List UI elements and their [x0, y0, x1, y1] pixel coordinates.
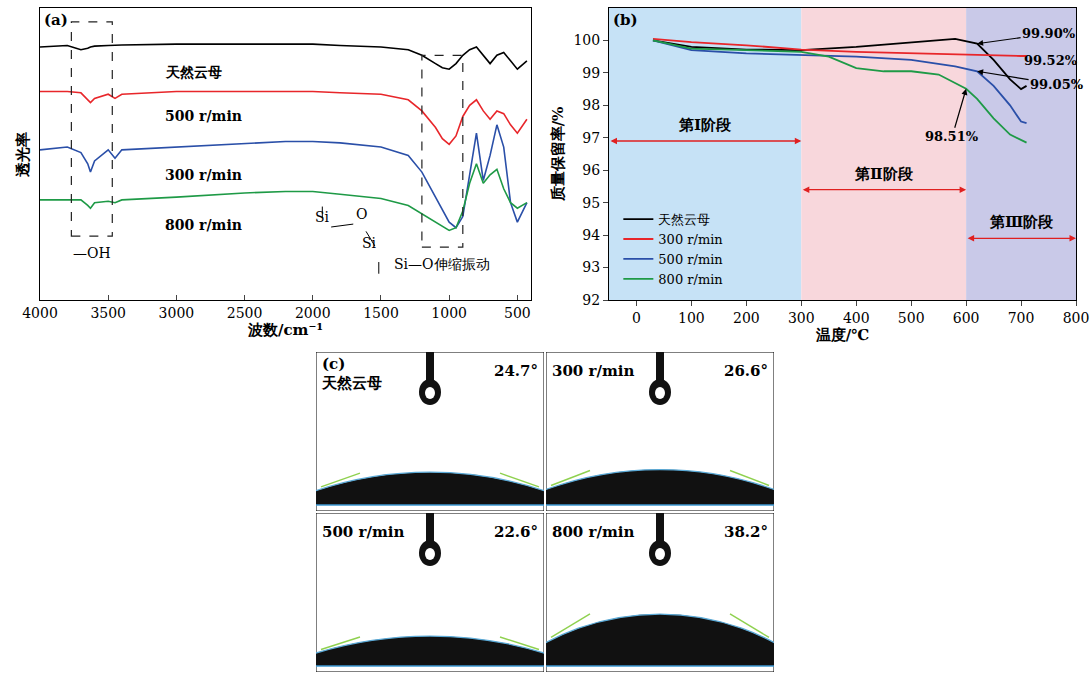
- svg-text:(c): (c): [322, 355, 345, 373]
- svg-text:96: 96: [582, 162, 600, 178]
- svg-text:97: 97: [582, 130, 600, 146]
- svg-text:200: 200: [733, 310, 760, 326]
- svg-text:99.05%: 99.05%: [1030, 77, 1084, 92]
- svg-text:4000: 4000: [22, 305, 58, 321]
- svg-text:800: 800: [1063, 310, 1090, 326]
- svg-text:99.52%: 99.52%: [1024, 53, 1078, 68]
- svg-text:第Ⅰ阶段: 第Ⅰ阶段: [678, 116, 732, 134]
- svg-text:24.7°: 24.7°: [494, 362, 538, 380]
- svg-text:天然云母: 天然云母: [658, 212, 710, 227]
- svg-text:Si: Si: [362, 235, 377, 251]
- svg-text:800 r/min: 800 r/min: [658, 272, 723, 287]
- svg-text:93: 93: [582, 259, 600, 275]
- svg-text:26.6°: 26.6°: [724, 362, 768, 380]
- svg-text:温度/℃: 温度/℃: [815, 326, 869, 344]
- svg-text:300 r/min: 300 r/min: [165, 167, 242, 183]
- svg-text:300: 300: [788, 310, 815, 326]
- svg-text:2500: 2500: [227, 305, 263, 321]
- svg-text:500: 500: [898, 310, 925, 326]
- svg-text:3500: 3500: [90, 305, 126, 321]
- svg-text:800 r/min: 800 r/min: [552, 523, 634, 541]
- svg-text:(a): (a): [44, 11, 68, 29]
- svg-text:天然云母: 天然云母: [165, 64, 222, 80]
- svg-text:300 r/min: 300 r/min: [552, 362, 634, 380]
- svg-text:—OH: —OH: [73, 245, 111, 261]
- svg-text:95: 95: [582, 195, 600, 211]
- svg-text:500: 500: [504, 305, 531, 321]
- svg-text:300 r/min: 300 r/min: [658, 232, 723, 247]
- svg-text:天然云母: 天然云母: [321, 374, 382, 392]
- svg-text:92: 92: [582, 292, 600, 308]
- svg-text:1500: 1500: [363, 305, 399, 321]
- svg-text:800 r/min: 800 r/min: [165, 217, 242, 233]
- svg-text:94: 94: [582, 227, 600, 243]
- svg-text:22.6°: 22.6°: [494, 523, 538, 541]
- svg-text:3000: 3000: [159, 305, 195, 321]
- svg-text:O: O: [356, 206, 367, 222]
- svg-text:700: 700: [1008, 310, 1035, 326]
- svg-text:质量保留率/%: 质量保留率/%: [549, 107, 567, 203]
- svg-text:(b): (b): [613, 11, 638, 29]
- svg-text:0: 0: [632, 310, 641, 326]
- svg-text:38.2°: 38.2°: [724, 523, 768, 541]
- svg-text:Si: Si: [315, 209, 330, 225]
- svg-text:600: 600: [953, 310, 980, 326]
- svg-text:500 r/min: 500 r/min: [165, 108, 242, 124]
- svg-text:98.51%: 98.51%: [925, 129, 979, 144]
- svg-text:500 r/min: 500 r/min: [322, 523, 404, 541]
- svg-text:500 r/min: 500 r/min: [658, 252, 723, 267]
- svg-text:第Ⅱ阶段: 第Ⅱ阶段: [854, 165, 914, 183]
- svg-text:99.90%: 99.90%: [1022, 26, 1076, 41]
- svg-text:1000: 1000: [431, 305, 467, 321]
- svg-text:波数/cm⁻¹: 波数/cm⁻¹: [247, 321, 323, 339]
- svg-text:第Ⅲ阶段: 第Ⅲ阶段: [989, 213, 1054, 231]
- svg-text:98: 98: [582, 97, 600, 113]
- svg-text:99: 99: [582, 65, 600, 81]
- svg-text:2000: 2000: [295, 305, 331, 321]
- svg-text:透光率: 透光率: [14, 132, 32, 178]
- svg-text:400: 400: [843, 310, 870, 326]
- svg-text:Si—O伸缩振动: Si—O伸缩振动: [394, 256, 490, 272]
- svg-text:100: 100: [573, 32, 600, 48]
- svg-text:100: 100: [678, 310, 705, 326]
